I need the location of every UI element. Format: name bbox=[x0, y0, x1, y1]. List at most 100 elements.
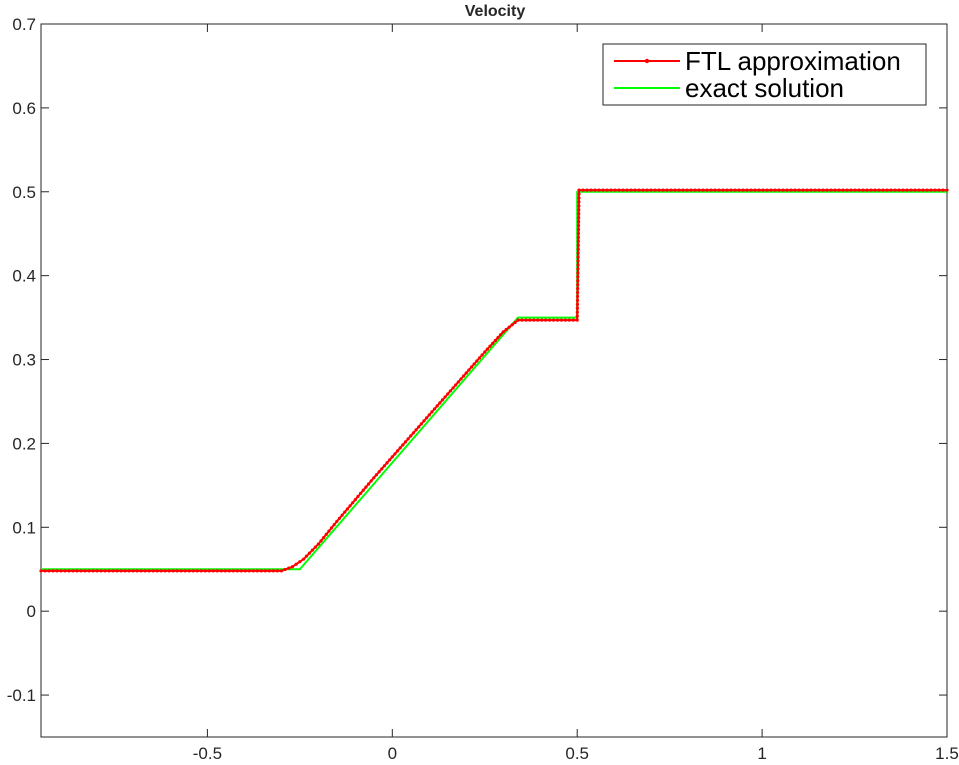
ftl-data-point bbox=[411, 431, 416, 435]
ftl-data-point bbox=[219, 569, 223, 573]
ftl-data-point bbox=[366, 482, 371, 486]
ftl-data-point bbox=[805, 188, 809, 192]
ftl-data-point bbox=[576, 263, 580, 267]
ftl-data-point bbox=[741, 188, 745, 192]
ftl-data-point bbox=[781, 188, 785, 192]
y-tick-label: 0.6 bbox=[12, 99, 36, 118]
ftl-data-point bbox=[446, 392, 450, 396]
ftl-data-point bbox=[390, 455, 394, 459]
ftl-data-point bbox=[438, 401, 442, 405]
ftl-data-point bbox=[324, 532, 328, 536]
ftl-data-point bbox=[290, 565, 295, 569]
ftl-data-point bbox=[641, 188, 645, 192]
ftl-data-point bbox=[432, 407, 437, 411]
y-tick-label: 0.4 bbox=[12, 267, 36, 286]
ftl-data-point bbox=[825, 188, 829, 192]
ftl-data-point bbox=[304, 554, 309, 558]
ftl-data-point bbox=[361, 488, 365, 492]
ftl-data-point bbox=[380, 467, 384, 471]
ftl-data-point bbox=[211, 569, 215, 573]
ftl-data-point bbox=[456, 380, 460, 384]
y-tick-label: -0.1 bbox=[7, 686, 36, 705]
ftl-data-point bbox=[135, 569, 139, 573]
ftl-data-point bbox=[729, 188, 733, 192]
ftl-data-point bbox=[785, 188, 789, 192]
ftl-data-point bbox=[332, 523, 336, 527]
ftl-data-point bbox=[71, 569, 75, 573]
ftl-data-point bbox=[488, 344, 492, 348]
ftl-data-point bbox=[215, 569, 219, 573]
y-axis-tick-labels: -0.1 0 0.1 0.2 0.3 0.4 0.5 0.6 0.7 bbox=[7, 15, 36, 705]
ftl-data-point bbox=[789, 188, 793, 192]
ftl-data-point bbox=[532, 318, 536, 322]
ftl-data-point bbox=[271, 569, 275, 573]
ftl-data-point bbox=[493, 338, 497, 343]
ftl-data-point bbox=[459, 377, 463, 381]
ftl-data-point bbox=[793, 188, 797, 192]
ftl-data-point bbox=[576, 259, 580, 263]
ftl-data-point bbox=[464, 371, 468, 375]
ftl-data-point bbox=[576, 267, 580, 271]
ftl-data-point bbox=[440, 398, 445, 402]
ftl-data-point bbox=[364, 485, 368, 489]
ftl-data-point bbox=[833, 188, 837, 192]
ftl-data-point bbox=[419, 422, 423, 426]
ftl-data-point bbox=[813, 188, 817, 192]
y-tick-label: 0.7 bbox=[12, 15, 36, 34]
ftl-data-point bbox=[705, 188, 709, 192]
x-tick-label: 0.5 bbox=[565, 744, 589, 763]
ftl-data-point bbox=[581, 188, 585, 192]
ftl-data-point bbox=[877, 188, 881, 192]
ftl-data-point bbox=[59, 569, 63, 573]
ftl-data-point bbox=[773, 188, 777, 192]
ftl-data-point bbox=[941, 188, 945, 192]
ftl-data-point bbox=[95, 569, 99, 573]
ftl-data-point bbox=[576, 271, 580, 275]
ftl-data-point bbox=[401, 443, 405, 447]
ftl-data-point bbox=[51, 569, 55, 573]
ftl-data-point bbox=[403, 440, 408, 444]
ftl-data-point bbox=[885, 188, 889, 192]
ftl-data-point bbox=[577, 220, 581, 224]
ftl-data-point bbox=[559, 318, 564, 322]
axis-ticks bbox=[41, 23, 948, 737]
ftl-data-point bbox=[669, 188, 673, 192]
ftl-data-point bbox=[356, 494, 360, 499]
ftl-markers bbox=[39, 188, 949, 573]
ftl-data-point bbox=[223, 569, 227, 573]
ftl-data-point bbox=[247, 569, 251, 573]
ftl-data-point bbox=[576, 235, 580, 239]
ftl-data-point bbox=[510, 323, 514, 327]
ftl-data-point bbox=[255, 569, 259, 573]
ftl-data-point bbox=[577, 200, 581, 204]
ftl-data-point bbox=[316, 542, 320, 546]
ftl-data-point bbox=[571, 318, 575, 322]
ftl-data-point bbox=[905, 188, 909, 192]
ftl-data-point bbox=[377, 470, 381, 474]
ftl-data-point bbox=[491, 341, 495, 345]
ftl-data-point bbox=[472, 362, 476, 366]
ftl-data-point bbox=[239, 569, 243, 573]
ftl-data-point bbox=[87, 569, 91, 573]
ftl-data-point bbox=[451, 386, 455, 390]
ftl-data-point bbox=[307, 551, 312, 555]
ftl-data-point bbox=[597, 188, 601, 192]
ftl-data-point bbox=[409, 434, 413, 438]
ftl-data-point bbox=[47, 569, 51, 573]
x-axis-tick-labels: -0.5 0 0.5 1 1.5 bbox=[193, 744, 959, 763]
ftl-data-point bbox=[709, 188, 713, 192]
ftl-data-point bbox=[374, 473, 379, 477]
ftl-data-point bbox=[235, 569, 239, 573]
ftl-data-point bbox=[577, 188, 581, 192]
ftl-data-point bbox=[605, 188, 609, 192]
ftl-data-point bbox=[576, 255, 580, 259]
ftl-data-point bbox=[167, 569, 171, 573]
ftl-data-point bbox=[576, 286, 580, 291]
ftl-data-point bbox=[398, 446, 402, 450]
ftl-data-point bbox=[593, 188, 597, 192]
ftl-data-point bbox=[841, 188, 845, 192]
ftl-data-point bbox=[925, 188, 929, 192]
ftl-data-point bbox=[435, 404, 439, 408]
ftl-data-point bbox=[335, 519, 339, 524]
ftl-data-point bbox=[179, 569, 183, 573]
